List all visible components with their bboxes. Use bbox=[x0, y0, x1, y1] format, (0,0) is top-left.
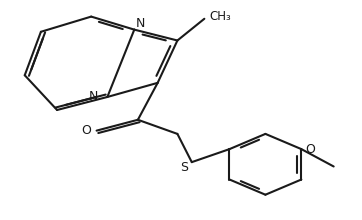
Text: O: O bbox=[81, 124, 91, 137]
Text: O: O bbox=[306, 143, 315, 156]
Text: CH₃: CH₃ bbox=[210, 10, 231, 23]
Text: N: N bbox=[136, 17, 146, 30]
Text: S: S bbox=[180, 161, 188, 174]
Text: N: N bbox=[89, 90, 98, 103]
